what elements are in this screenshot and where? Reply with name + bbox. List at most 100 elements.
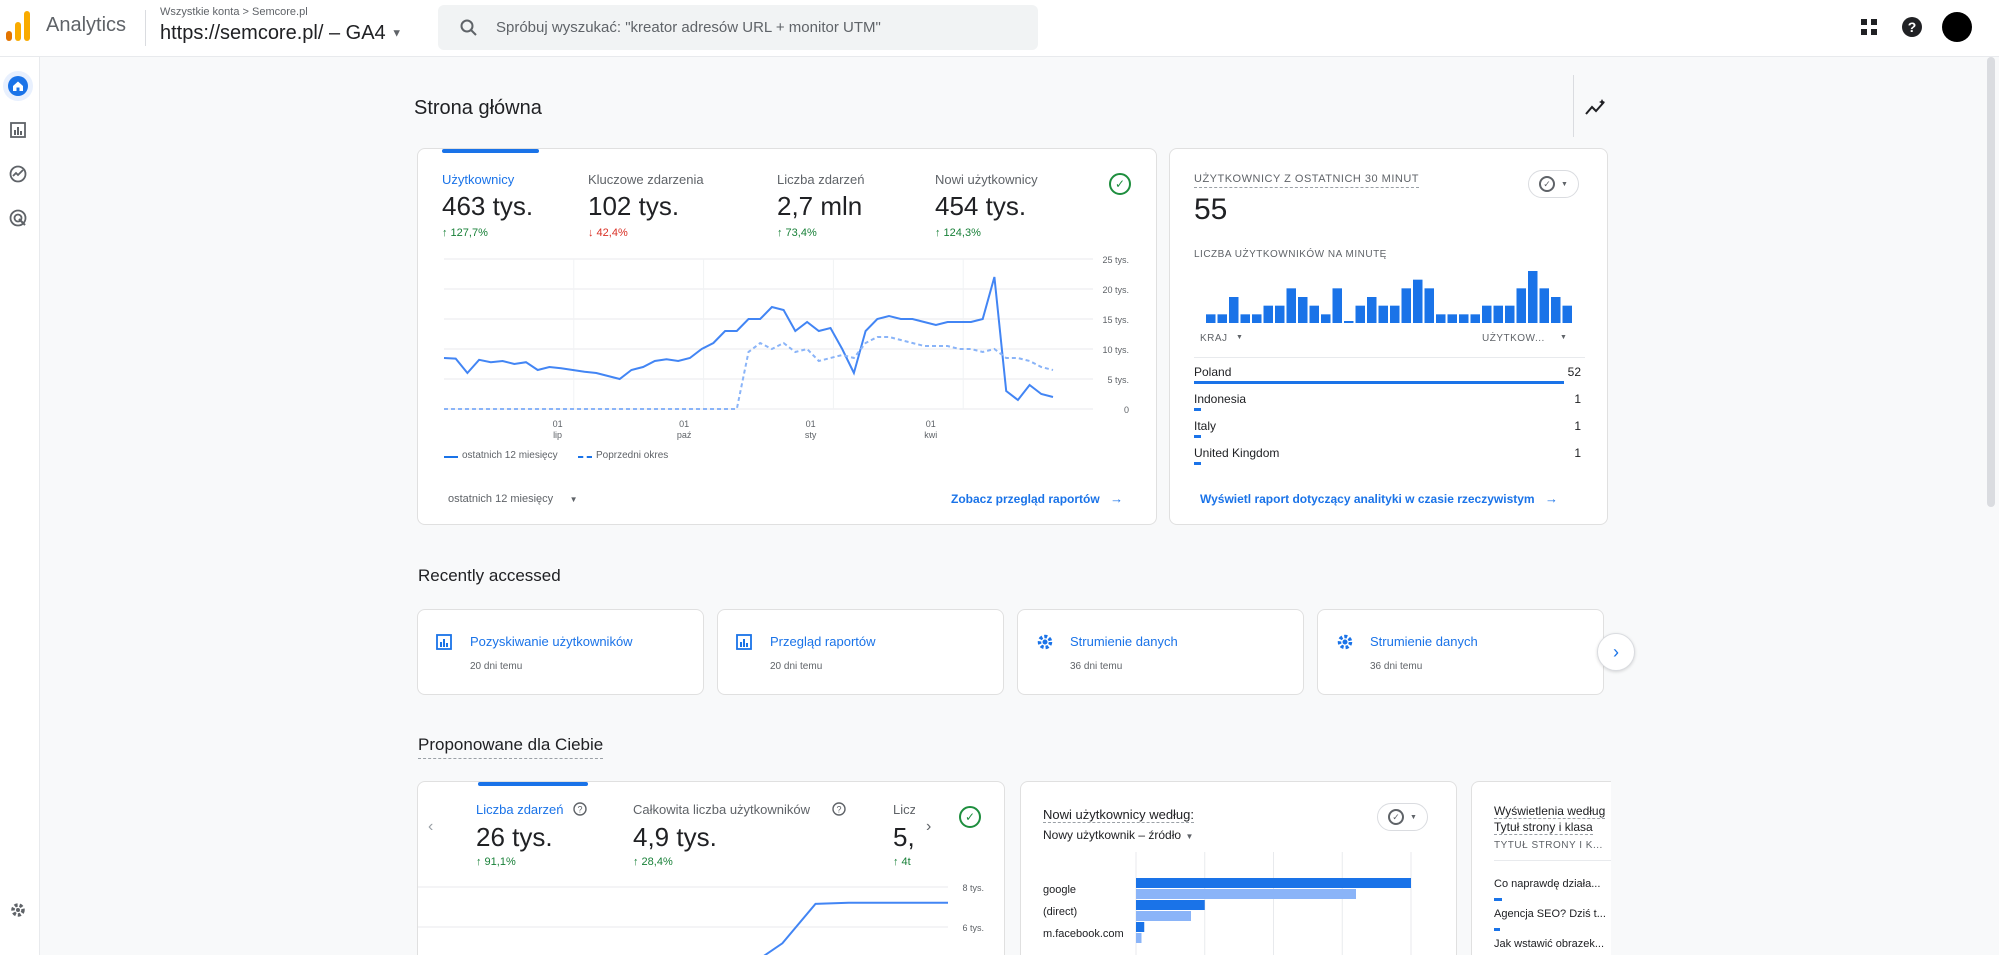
- realtime-compare-button[interactable]: ✓ ▼: [1528, 170, 1579, 198]
- table-row[interactable]: Co naprawdę działa...: [1494, 878, 1601, 890]
- recent-item-card[interactable]: Pozyskiwanie użytkowników 20 dni temu: [417, 609, 704, 695]
- rail-item-reports[interactable]: [3, 115, 33, 145]
- svg-text:?: ?: [1908, 19, 1917, 35]
- country-name: Indonesia: [1194, 392, 1247, 406]
- recent-item-time: 36 dni temu: [1070, 661, 1123, 672]
- breadcrumb[interactable]: Wszystkie konta > Semcore.pl: [160, 6, 308, 18]
- account-avatar[interactable]: [1942, 12, 1972, 42]
- category-label: google: [1043, 884, 1076, 896]
- suggested-section-title: Proponowane dla Ciebie: [418, 735, 604, 759]
- metric-delta: ↑ 124,3%: [935, 227, 981, 239]
- help-icon[interactable]: ?: [1901, 16, 1923, 38]
- minute-bar: [1275, 305, 1285, 323]
- minute-bar: [1493, 305, 1503, 323]
- caret-down-icon: ▼: [569, 495, 578, 504]
- legend-dashed-swatch: [578, 456, 592, 458]
- metric-delta: ↑ 4t: [893, 856, 911, 868]
- metric-tab-truncated[interactable]: Licz 5, ↑ 4t: [893, 782, 915, 882]
- header-divider: [145, 10, 146, 46]
- source-bar: [1136, 889, 1356, 899]
- realtime-title: UŻYTKOWNICY Z OSTATNICH 30 MINUT: [1194, 173, 1420, 188]
- arrow-right-icon: →: [1110, 491, 1124, 506]
- overview-line-chart: 25 tys.20 tys.15 tys.10 tys.5 tys.001lip…: [443, 255, 1129, 440]
- minute-bar: [1436, 314, 1446, 323]
- country-users: 1: [1574, 392, 1581, 406]
- metric-delta: ↑ 73,4%: [777, 227, 817, 239]
- y-tick-label: 8 tys.: [962, 883, 984, 893]
- chevron-right-icon[interactable]: ›: [926, 818, 932, 835]
- view-reports-label: Zobacz przegląd raportów: [951, 492, 1100, 506]
- minute-bar: [1424, 288, 1434, 323]
- country-share-bar: [1194, 381, 1564, 384]
- table-row[interactable]: Jak wstawić obrazek...: [1494, 938, 1605, 950]
- insights-icon[interactable]: [1584, 98, 1608, 118]
- svg-text:?: ?: [577, 805, 582, 815]
- x-tick-month: kwi: [924, 430, 937, 440]
- minute-bar: [1229, 297, 1239, 323]
- metric-value: 454 tys.: [935, 191, 1027, 221]
- minute-bar: [1401, 288, 1411, 323]
- metric-label: Licz: [893, 802, 915, 817]
- metric-label: Całkowita liczba użytkowników: [633, 802, 811, 817]
- reports-icon: [10, 122, 26, 138]
- recent-item-time: 20 dni temu: [470, 661, 523, 672]
- minute-bar: [1539, 288, 1549, 323]
- y-tick-label: 15 tys.: [1102, 315, 1129, 325]
- minute-bar: [1470, 314, 1480, 323]
- dimension-selector[interactable]: Nowy użytkownik – źródło ▼: [1043, 826, 1193, 844]
- compare-button[interactable]: ✓ ▼: [1377, 803, 1428, 831]
- minute-bar: [1217, 314, 1227, 323]
- minute-bar: [1263, 305, 1273, 323]
- minute-bar: [1355, 305, 1365, 323]
- top-bar: Analytics Wszystkie konta > Semcore.pl h…: [0, 0, 1999, 57]
- property-selector[interactable]: https://semcore.pl/ – GA4 ▼: [160, 22, 402, 45]
- chevron-right-icon[interactable]: ›: [1597, 633, 1635, 671]
- rail-item-advertising[interactable]: [3, 203, 33, 233]
- metric-label: Kluczowe zdarzenia: [588, 172, 704, 187]
- check-circle-icon[interactable]: ✓: [1109, 173, 1131, 195]
- view-reports-link[interactable]: Zobacz przegląd raportów →: [951, 490, 1123, 508]
- recent-item-card[interactable]: Strumienie danych 36 dni temu: [1317, 609, 1604, 695]
- minute-bar: [1378, 305, 1388, 323]
- help-circle-icon[interactable]: ?: [573, 802, 587, 816]
- page-scrollbar[interactable]: [1987, 57, 1995, 507]
- active-tab-indicator: [442, 149, 539, 153]
- advertising-icon: [9, 209, 27, 227]
- country-header-label: KRAJ: [1200, 333, 1228, 344]
- row-bar: [1494, 898, 1502, 901]
- chevron-left-icon[interactable]: ‹: [428, 818, 434, 835]
- search-input[interactable]: [496, 5, 1016, 50]
- apps-grid-icon[interactable]: [1860, 18, 1878, 36]
- caret-down-icon: ▼: [1236, 334, 1244, 341]
- caret-down-icon: ▼: [1560, 334, 1568, 341]
- rail-item-explore[interactable]: [3, 159, 33, 189]
- recent-item-card[interactable]: Przegląd raportów 20 dni temu: [717, 609, 1004, 695]
- minute-bar: [1321, 314, 1331, 323]
- minute-bar: [1298, 297, 1308, 323]
- caret-down-icon: ▼: [391, 27, 403, 40]
- card-subtitle: Tytuł strony i klasa: [1494, 820, 1593, 835]
- date-range-selector[interactable]: ostatnich 12 miesięcy ▼: [448, 489, 578, 507]
- rail-item-home[interactable]: [3, 71, 33, 101]
- rail-item-admin[interactable]: [3, 895, 33, 925]
- minute-bar: [1367, 297, 1377, 323]
- analytics-logo[interactable]: [6, 11, 32, 41]
- table-row[interactable]: Agencja SEO? Dziś t...: [1494, 908, 1606, 920]
- check-circle-icon: ✓: [1539, 176, 1555, 192]
- check-circle-icon[interactable]: ✓: [959, 806, 981, 828]
- minute-bar: [1516, 288, 1526, 323]
- x-tick-month: sty: [805, 430, 817, 440]
- page-title: Strona główna: [414, 97, 542, 119]
- svg-text:?: ?: [836, 805, 841, 815]
- search-bar[interactable]: [438, 5, 1038, 50]
- realtime-report-link[interactable]: Wyświetl raport dotyczący analityki w cz…: [1200, 490, 1558, 508]
- arrow-right-icon: →: [1545, 491, 1559, 506]
- minute-bar: [1459, 314, 1469, 323]
- country-users: 1: [1574, 419, 1581, 433]
- category-label: (direct): [1043, 906, 1077, 918]
- source-bar-chart: google (direct) m.facebook.com: [1043, 852, 1412, 955]
- metric-delta: ↑ 127,7%: [442, 227, 488, 239]
- recent-item-card[interactable]: Strumienie danych 36 dni temu: [1017, 609, 1304, 695]
- category-label: m.facebook.com: [1043, 928, 1124, 940]
- help-circle-icon[interactable]: ?: [832, 802, 846, 816]
